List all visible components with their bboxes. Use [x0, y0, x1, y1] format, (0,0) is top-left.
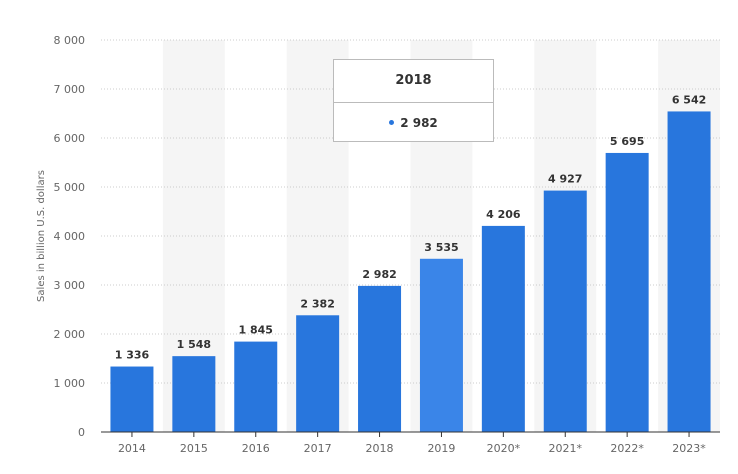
bar — [234, 341, 278, 432]
bar — [172, 356, 216, 432]
data-label: 5 695 — [610, 135, 644, 148]
bar — [296, 315, 340, 432]
data-label: 4 927 — [548, 173, 582, 186]
x-tick-label: 2019 — [427, 442, 455, 455]
tooltip-title: 2018 — [334, 60, 493, 103]
bar — [110, 366, 154, 432]
y-tick-label: 5 000 — [54, 181, 86, 194]
y-tick-label: 7 000 — [54, 83, 86, 96]
y-tick-label: 0 — [78, 426, 85, 439]
x-tick-label: 2015 — [180, 442, 208, 455]
y-tick-label: 4 000 — [54, 230, 86, 243]
x-tick-label: 2017 — [304, 442, 332, 455]
y-tick-label: 6 000 — [54, 132, 86, 145]
x-tick-label: 2021* — [549, 442, 583, 455]
data-label: 4 206 — [486, 208, 521, 221]
bars — [110, 111, 711, 432]
x-tick-label: 2014 — [118, 442, 146, 455]
y-tick-label: 1 000 — [54, 377, 86, 390]
x-tick-label: 2018 — [366, 442, 394, 455]
y-tick-label: 8 000 — [54, 34, 86, 47]
bar — [543, 190, 587, 432]
y-axis-ticks: 0 1 000 2 000 3 000 4 000 5 000 6 000 7 000 8 00… — [54, 34, 86, 439]
y-tick-label: 3 000 — [54, 279, 86, 292]
x-tick-label: 2023* — [672, 442, 706, 455]
bar — [605, 152, 649, 432]
x-tick-label: 2016 — [242, 442, 270, 455]
data-label: 6 542 — [672, 93, 706, 106]
bar — [481, 225, 525, 432]
data-label: 2 382 — [300, 297, 334, 310]
bar — [667, 111, 711, 432]
tooltip: 2018 2 982 — [333, 59, 494, 142]
data-label: 1 336 — [115, 349, 150, 362]
x-axis-ticks: 2014 2015 2016 2017 2018 2019 2020* 2021* 2022* 2… — [118, 432, 706, 455]
x-tick-label: 2020* — [487, 442, 521, 455]
data-label: 1 845 — [239, 324, 273, 337]
data-label: 3 535 — [424, 241, 458, 254]
tooltip-series-dot — [389, 120, 395, 125]
data-label: 2 982 — [362, 268, 396, 281]
y-axis-label: Sales in billion U.S. dollars — [36, 170, 47, 302]
data-label: 1 548 — [177, 338, 211, 351]
y-tick-label: 2 000 — [54, 328, 86, 341]
tooltip-body: 2 982 — [334, 103, 493, 143]
tooltip-value: 2 982 — [400, 116, 438, 130]
data-labels: 1 336 1 548 1 845 2 382 2 982 3 535 4 206 4 927… — [115, 93, 707, 361]
bar — [419, 258, 463, 432]
bar — [358, 285, 402, 432]
x-tick-label: 2022* — [610, 442, 644, 455]
